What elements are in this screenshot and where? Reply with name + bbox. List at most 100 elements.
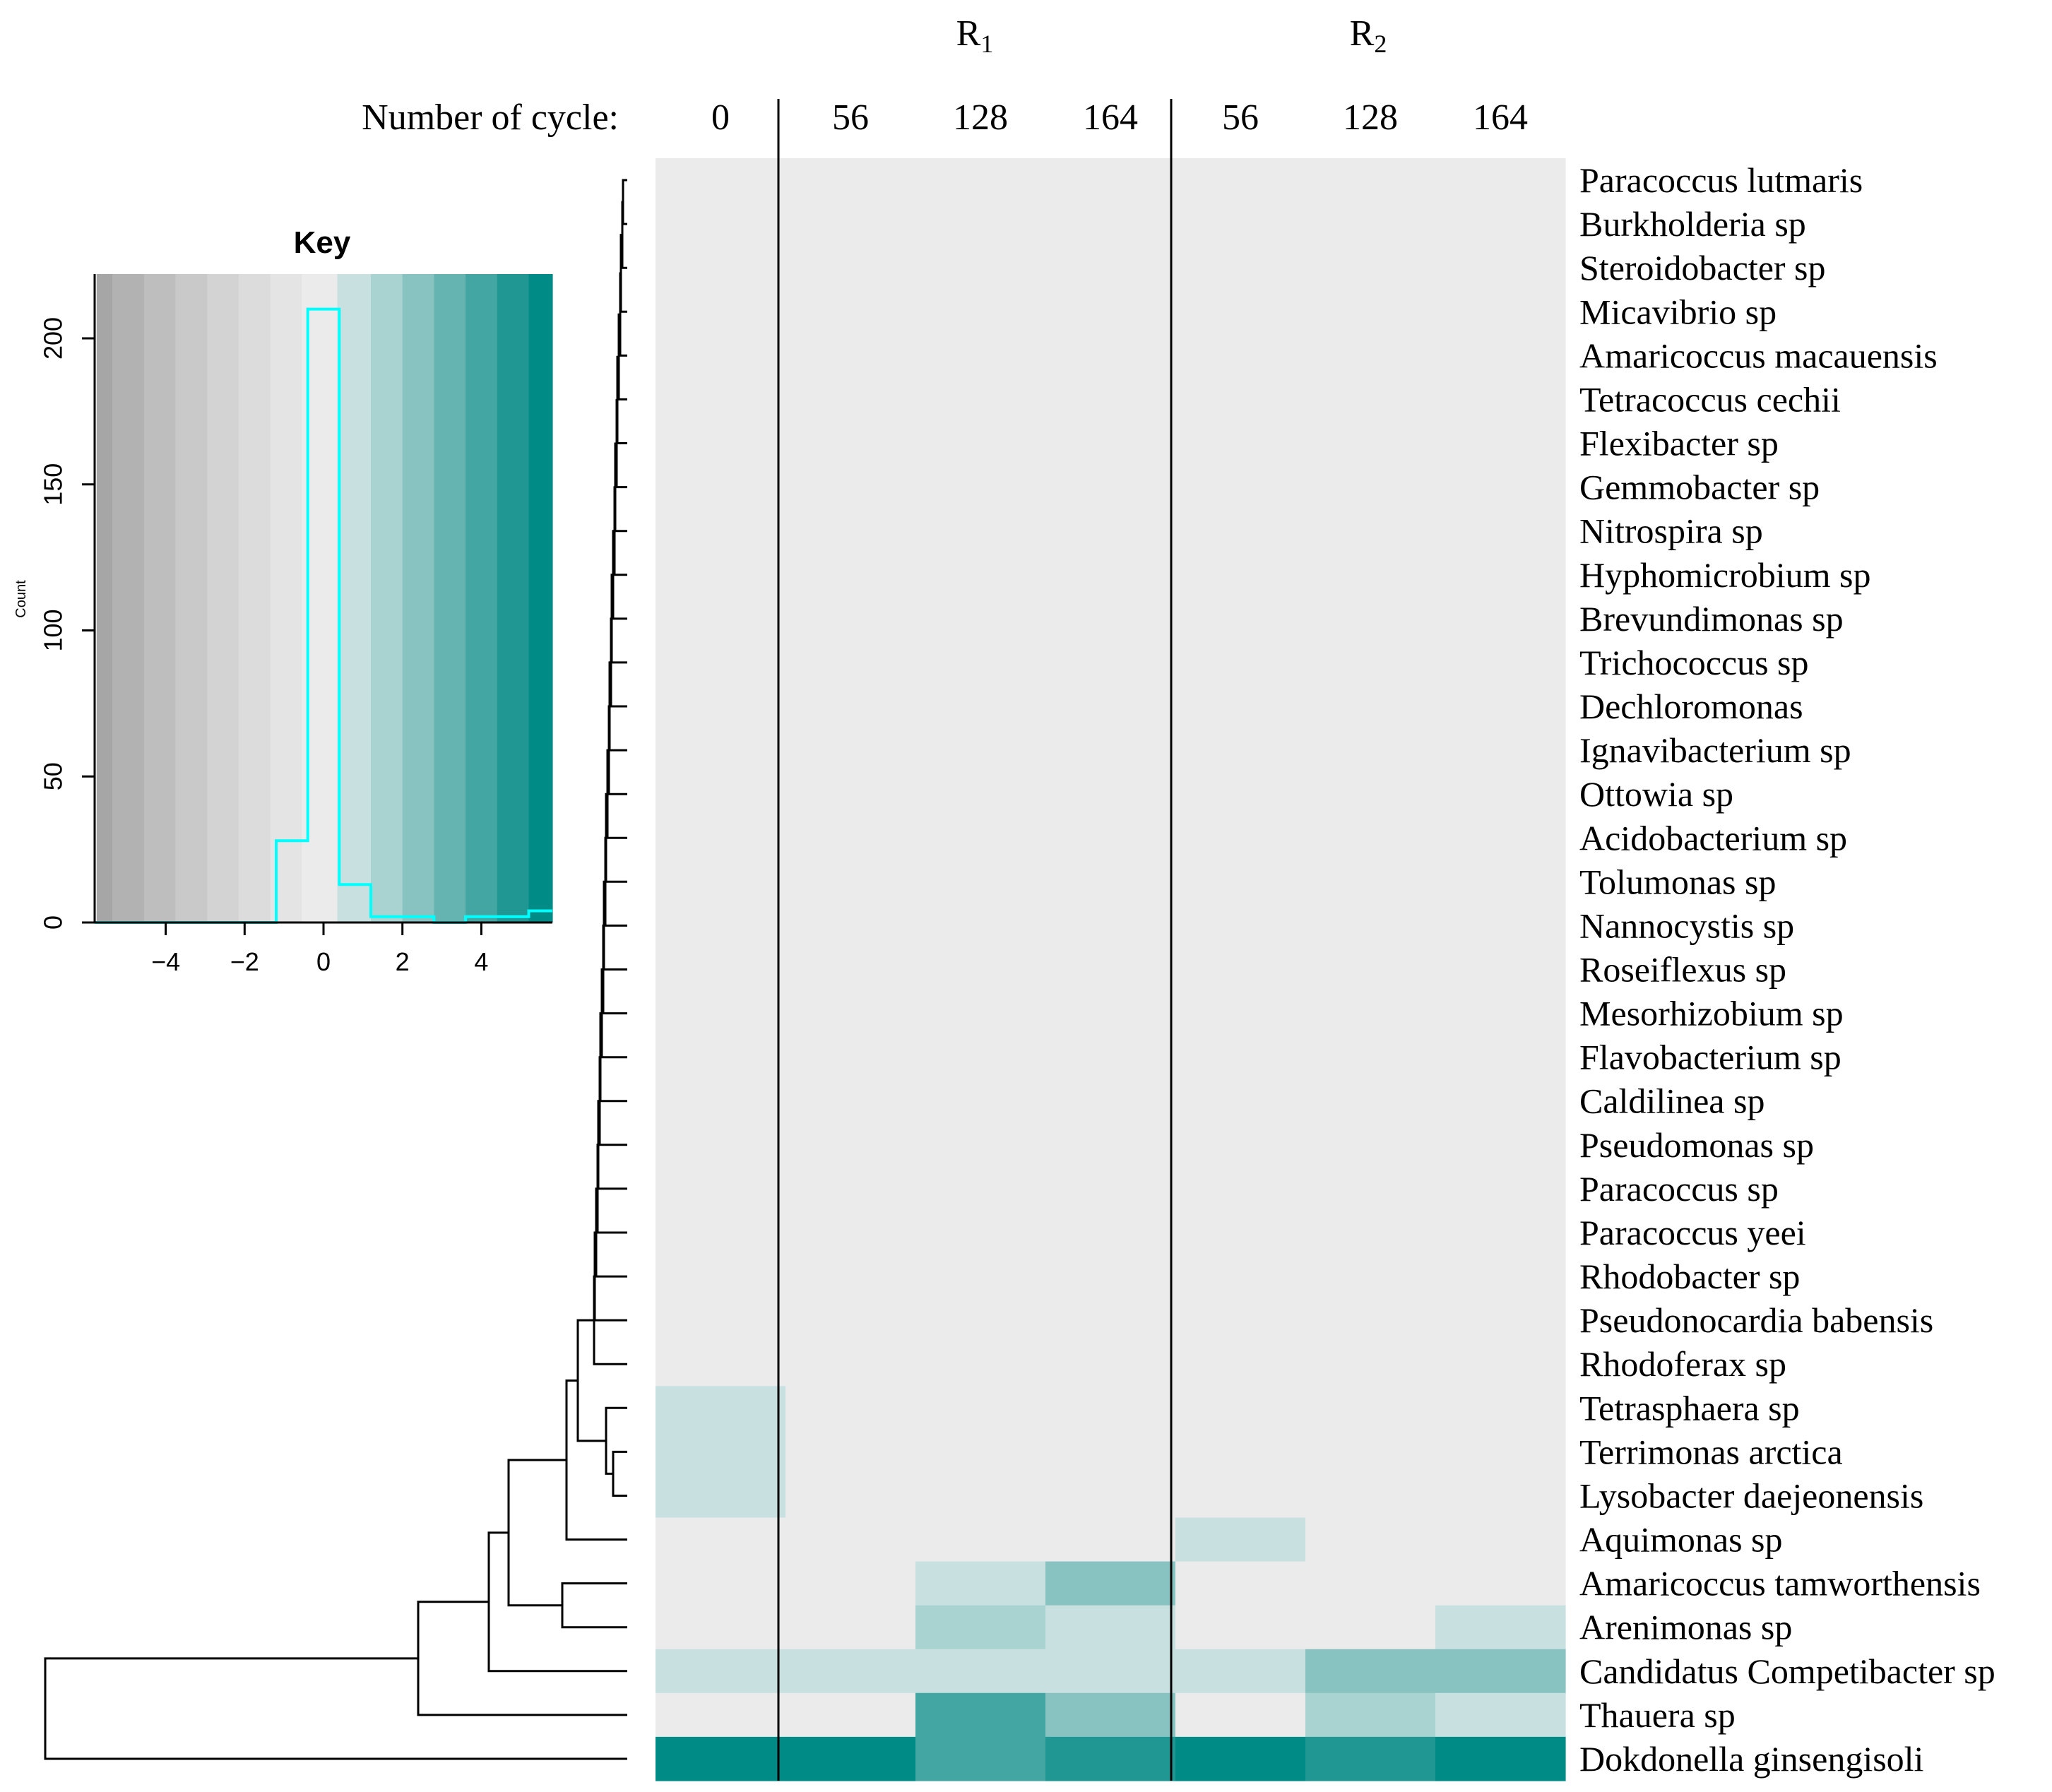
row-label-20: Flavobacterium sp	[1579, 1038, 1842, 1077]
heatmap-cell-20-4	[1175, 1035, 1306, 1080]
heatmap-cell-33-5	[1305, 1605, 1436, 1650]
row-label-23: Paracoccus sp	[1579, 1169, 1779, 1209]
column-label-6: 164	[1473, 97, 1528, 138]
heatmap-cell-3-2	[915, 290, 1046, 334]
heatmap-cell-17-5	[1305, 903, 1436, 949]
heatmap-cell-36-0	[656, 1736, 786, 1781]
row-label-10: Brevundimonas sp	[1579, 599, 1844, 639]
heatmap-cell-2-0	[656, 246, 786, 290]
heatmap-cell-19-5	[1305, 991, 1436, 1036]
heatmap-cell-2-2	[915, 246, 1046, 290]
heatmap-cell-33-0	[656, 1605, 786, 1650]
heatmap-cell-32-1	[785, 1561, 916, 1606]
color-key: Key 0 50 100 150 200 −4 −2 0 2 4 Count	[13, 225, 553, 976]
heatmap-cell-19-0	[656, 991, 786, 1036]
heatmap-cell-12-5	[1305, 684, 1436, 729]
heatmap-cell-4-6	[1435, 333, 1566, 378]
heatmap-cell-23-2	[915, 1166, 1046, 1211]
heatmap-cell-29-6	[1435, 1430, 1566, 1475]
heatmap-cell-1-1	[785, 202, 916, 247]
heatmap-cell-12-2	[915, 684, 1046, 729]
key-title: Key	[294, 225, 351, 260]
heatmap-cell-16-5	[1305, 860, 1436, 904]
heatmap-cell-6-1	[785, 421, 916, 466]
row-label-22: Pseudomonas sp	[1579, 1125, 1814, 1165]
heatmap-cell-9-6	[1435, 552, 1566, 598]
heatmap-cell-10-3	[1045, 596, 1176, 641]
key-y-tick-label-4: 200	[39, 317, 68, 360]
heatmap-cell-18-2	[915, 947, 1046, 992]
heatmap-cell-33-6	[1435, 1605, 1566, 1650]
heatmap-cell-24-6	[1435, 1210, 1566, 1255]
heatmap-cell-4-5	[1305, 333, 1436, 378]
heatmap-cell-31-3	[1045, 1517, 1176, 1562]
heatmap-cell-25-1	[785, 1254, 916, 1299]
heatmap-cell-7-1	[785, 465, 916, 510]
row-label-14: Ottowia sp	[1579, 774, 1733, 814]
heatmap-cell-6-5	[1305, 421, 1436, 466]
heatmap-cell-28-1	[785, 1386, 916, 1430]
heatmap-cell-5-3	[1045, 377, 1176, 422]
heatmap-cell-24-2	[915, 1210, 1046, 1255]
heatmap-cell-28-4	[1175, 1386, 1306, 1430]
heatmap-cell-30-0	[656, 1473, 786, 1519]
heatmap-cell-7-0	[656, 465, 786, 510]
heatmap-cell-13-1	[785, 728, 916, 773]
heatmap-cell-20-3	[1045, 1035, 1176, 1080]
heatmap-cell-21-0	[656, 1079, 786, 1124]
column-label-4: 56	[1222, 97, 1259, 138]
heatmap-cell-24-5	[1305, 1210, 1436, 1255]
heatmap-cell-8-3	[1045, 509, 1176, 554]
heatmap-cell-35-1	[785, 1692, 916, 1738]
dendrogram-branch-2	[619, 234, 627, 313]
heatmap-cell-34-4	[1175, 1649, 1306, 1694]
heatmap-cell-22-2	[915, 1122, 1046, 1168]
heatmap-cell-31-4	[1175, 1517, 1306, 1562]
heatmap-cell-33-1	[785, 1605, 916, 1650]
heatmap-cell-0-0	[656, 158, 786, 203]
reactor-labels: R1 R2	[956, 13, 1387, 58]
key-band-0	[96, 274, 113, 922]
dendrogram-branch-0	[622, 179, 627, 225]
heatmap-cell-31-2	[915, 1517, 1046, 1562]
heatmap-cell-14-2	[915, 772, 1046, 817]
heatmap-cell-32-3	[1045, 1561, 1176, 1606]
heatmap-cell-1-4	[1175, 202, 1306, 247]
key-x-tick-label-2: 0	[316, 947, 331, 976]
row-label-29: Terrimonas arctica	[1579, 1432, 1843, 1471]
heatmap-cell-0-2	[915, 158, 1046, 203]
key-y-tick-label-0: 0	[39, 915, 68, 930]
heatmap-cell-16-0	[656, 860, 786, 904]
key-band-3	[175, 274, 208, 922]
heatmap-cell-30-5	[1305, 1473, 1436, 1519]
row-label-21: Caldilinea sp	[1579, 1081, 1765, 1121]
heatmap-cell-18-1	[785, 947, 916, 992]
key-band-5	[238, 274, 271, 922]
heatmap-cell-33-4	[1175, 1605, 1306, 1650]
heatmap-cell-20-2	[915, 1035, 1046, 1080]
heatmap-cell-25-5	[1305, 1254, 1436, 1299]
heatmap-cell-25-3	[1045, 1254, 1176, 1299]
heatmap-cell-34-1	[785, 1649, 916, 1694]
heatmap-cell-9-3	[1045, 552, 1176, 598]
heatmap-cell-1-6	[1435, 202, 1566, 247]
heatmap-cell-11-4	[1175, 640, 1306, 685]
heatmap-cell-2-1	[785, 246, 916, 290]
heatmap-cell-23-6	[1435, 1166, 1566, 1211]
heatmap-cell-30-3	[1045, 1473, 1176, 1519]
key-band-4	[207, 274, 239, 922]
key-band-9	[371, 274, 403, 922]
heatmap-cell-9-4	[1175, 552, 1306, 598]
heatmap-cell-17-0	[656, 903, 786, 949]
heatmap-cell-25-2	[915, 1254, 1046, 1299]
row-label-31: Aquimonas sp	[1579, 1520, 1783, 1560]
heatmap-cell-10-0	[656, 596, 786, 641]
heatmap-cell-4-4	[1175, 333, 1306, 378]
heatmap-cell-11-6	[1435, 640, 1566, 685]
dendrogram-branch-1	[621, 201, 627, 269]
key-band-2	[143, 274, 177, 922]
heatmap-cell-33-2	[915, 1605, 1046, 1650]
heatmap-cell-36-2	[915, 1736, 1046, 1781]
heatmap-cell-29-1	[785, 1430, 916, 1475]
